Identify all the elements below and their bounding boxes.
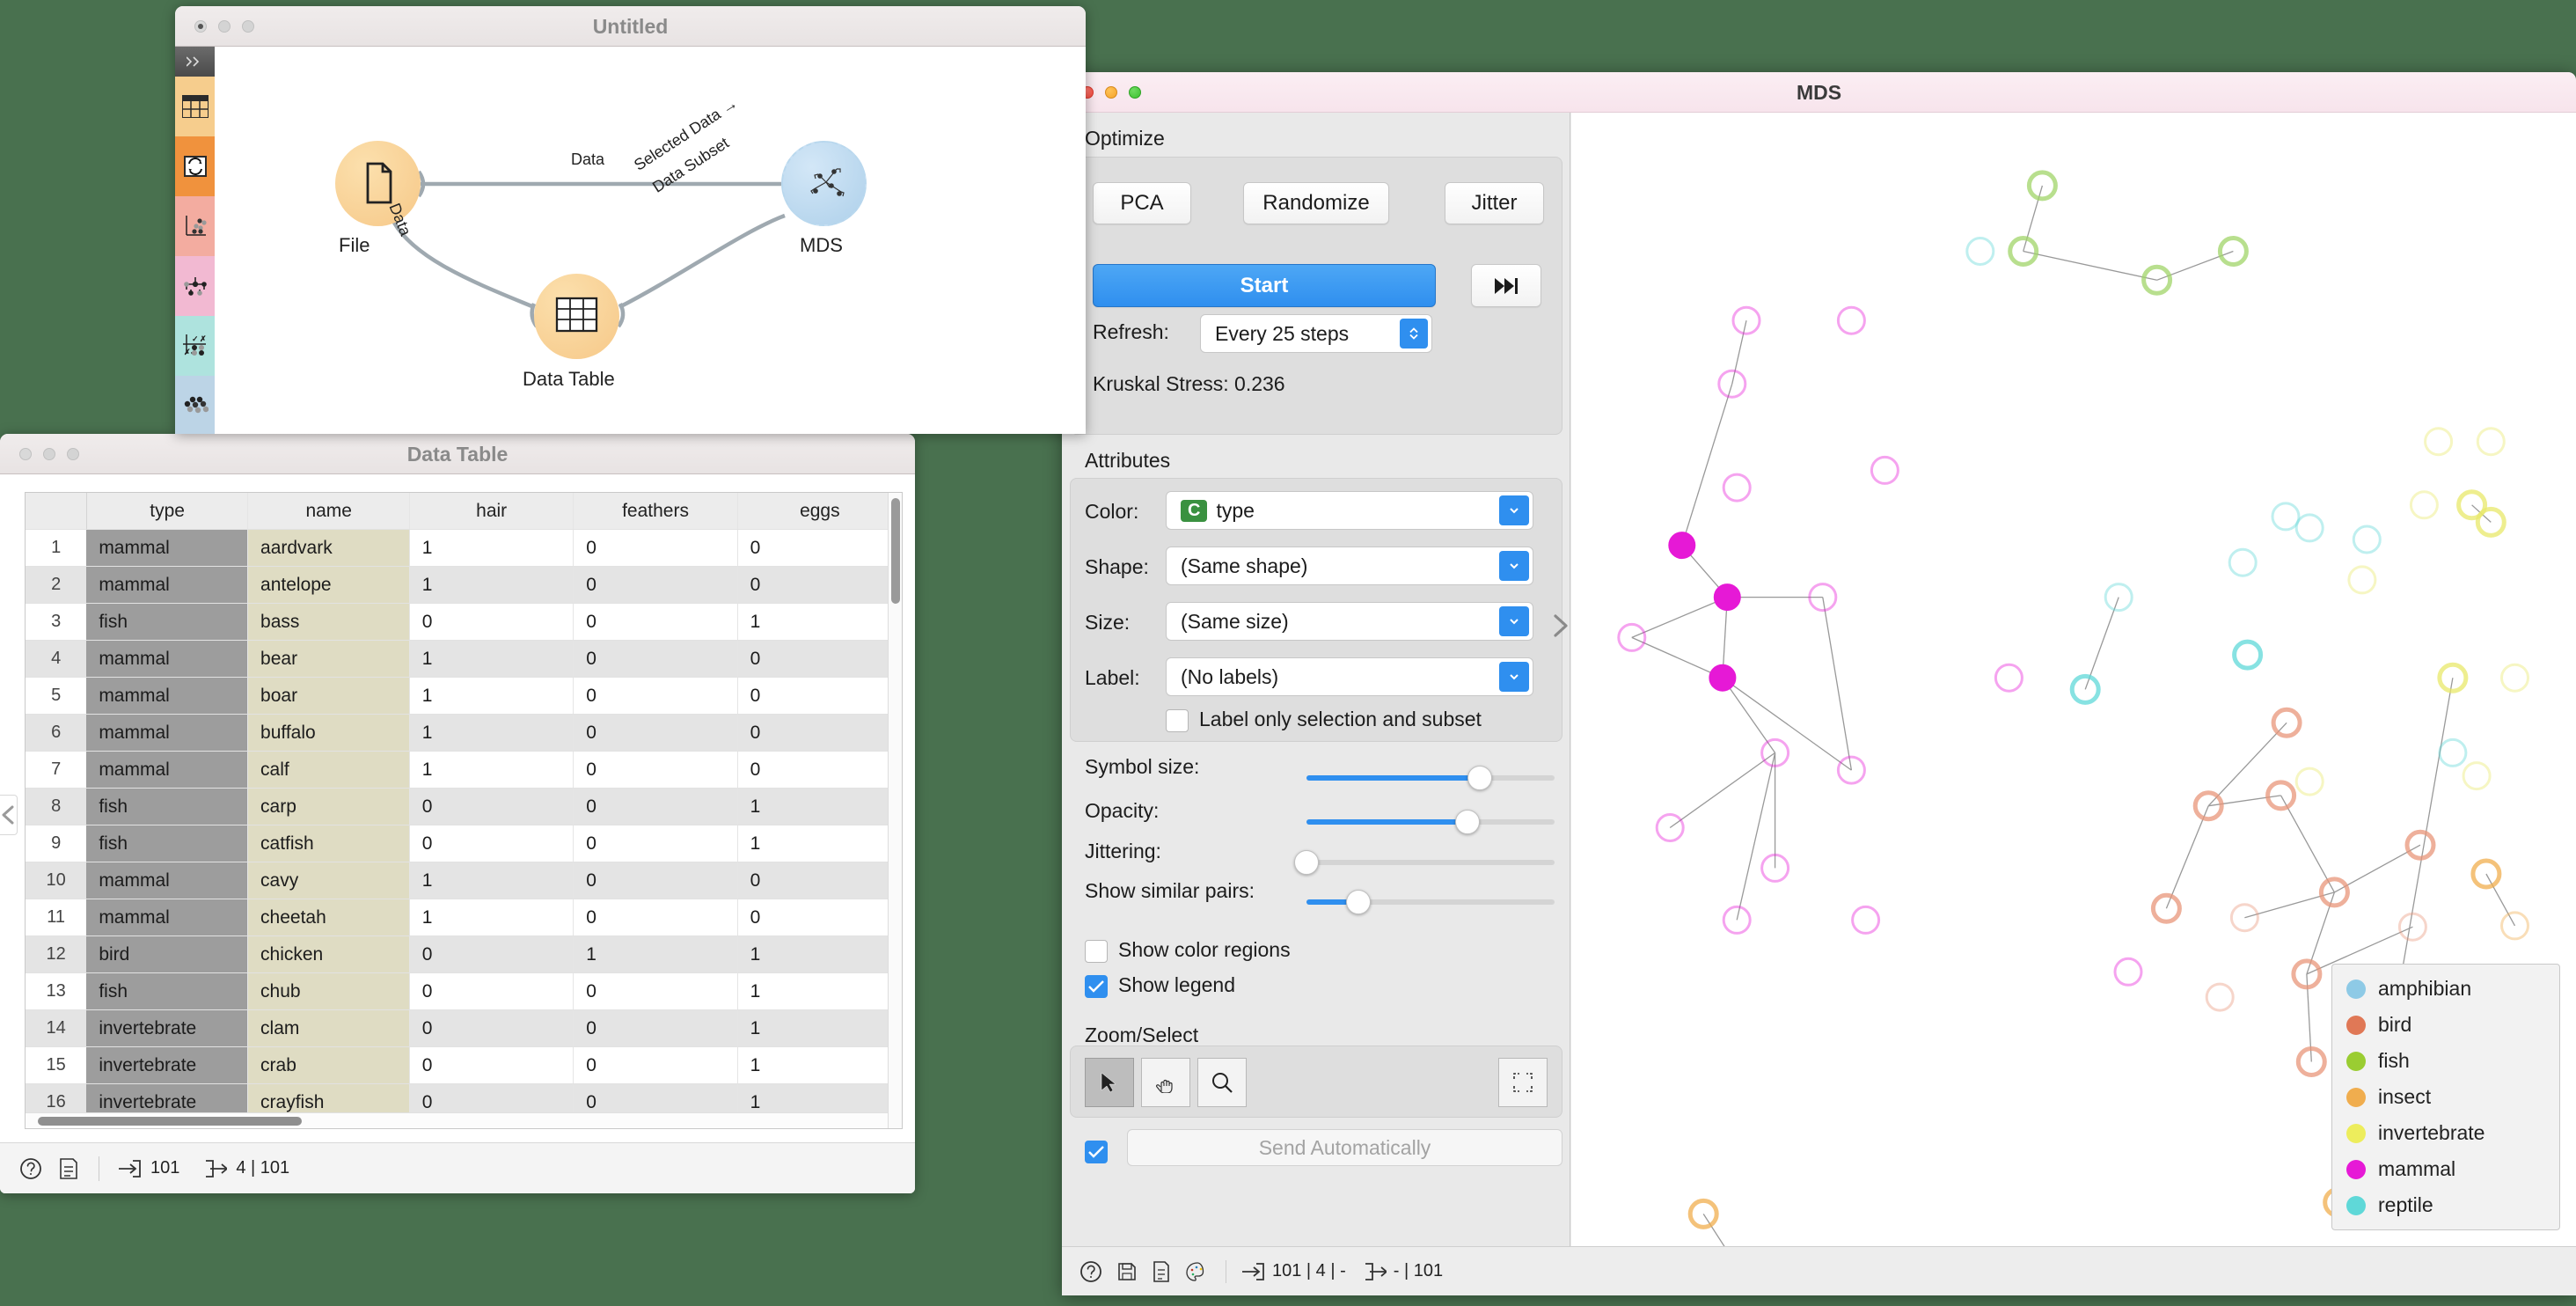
svg-text:✗: ✗ — [200, 334, 207, 343]
svg-text:✓: ✓ — [192, 334, 199, 343]
